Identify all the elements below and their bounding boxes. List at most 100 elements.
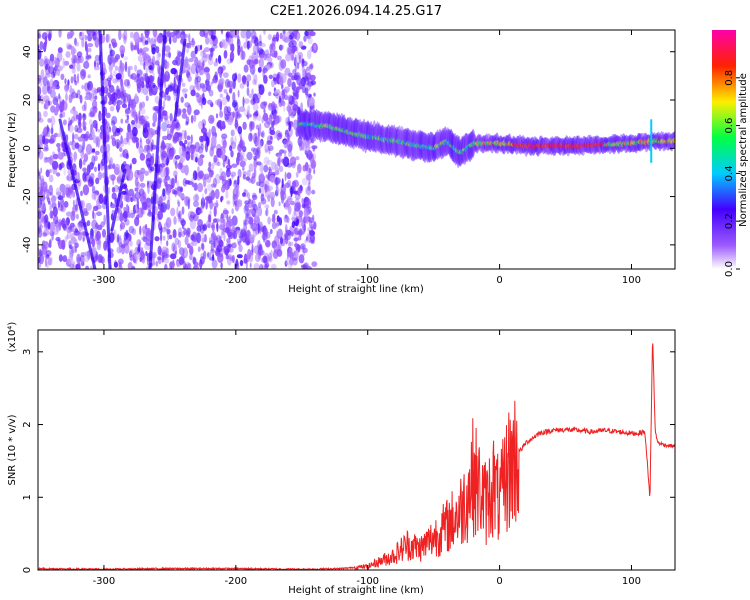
noise-speckle [251,192,257,198]
noise-speckle [295,156,300,161]
noise-speckle [305,187,308,195]
noise-speckle [196,232,202,244]
noise-speckle [223,50,228,59]
noise-speckle [68,124,74,133]
noise-speckle [44,101,49,110]
noise-speckle [171,147,176,156]
noise-speckle [104,94,108,104]
noise-speckle [226,106,231,114]
noise-speckle [246,74,252,82]
noise-speckle [263,74,268,84]
noise-speckle [107,186,111,195]
noise-speckle [110,120,116,127]
noise-speckle [203,176,207,188]
noise-speckle [259,162,264,173]
noise-speckle [236,199,243,208]
noise-speckle [282,30,286,35]
noise-speckle [185,116,190,125]
snr-y-label: SNR (10 * v/v) [7,414,18,485]
noise-speckle [190,89,196,97]
noise-speckle [123,206,127,212]
noise-speckle [237,126,243,135]
noise-speckle [46,80,50,91]
noise-speckle [306,174,313,181]
noise-speckle [162,251,167,256]
noise-speckle [277,132,282,138]
noise-speckle [80,68,87,77]
noise-speckle [160,113,163,123]
noise-speckle [106,151,111,159]
noise-speckle [307,36,313,45]
noise-speckle [247,248,252,259]
noise-speckle [138,101,143,112]
noise-speckle [77,117,81,126]
snr-x-ticks: -300 -200 -100 0 100 [93,330,641,587]
noise-speckle [194,193,199,202]
noise-speckle [258,202,262,209]
noise-speckle [74,228,79,234]
noise-speckle [243,109,249,116]
noise-speckle [238,113,242,118]
noise-speckle [148,133,152,141]
noise-speckle [74,142,80,150]
noise-speckle [197,246,201,252]
spectrogram-y-ticks: -40 -20 0 20 40 [22,45,675,253]
noise-speckle [83,100,87,112]
noise-speckle [127,123,131,133]
noise-speckle [302,247,308,254]
noise-speckle [211,259,218,269]
noise-speckle [106,77,112,82]
noise-speckle [286,216,290,224]
noise-speckle [74,124,79,133]
noise-speckle [86,30,92,36]
noise-speckle [171,33,178,43]
noise-speckle [248,110,251,119]
noise-speckle [162,235,166,241]
noise-speckle [45,250,52,257]
noise-speckle [80,148,85,160]
noise-speckle [264,210,268,216]
noise-speckle [221,96,228,106]
noise-speckle [120,80,124,90]
noise-speckle [197,156,204,167]
noise-speckle [205,201,208,210]
noise-speckle [264,184,270,193]
noise-speckle [82,167,87,172]
noise-speckle [85,55,92,60]
noise-speckle [246,80,250,88]
noise-speckle [176,180,180,188]
noise-speckle [215,99,220,106]
noise-speckle [248,93,253,99]
noise-speckle [237,110,241,120]
noise-speckle [78,94,82,99]
noise-speckle [236,254,243,259]
noise-speckle [215,234,222,244]
noise-speckle [219,69,223,79]
noise-speckle [260,172,264,184]
noise-speckle [264,183,268,193]
noise-speckle [295,249,299,259]
x-tick-label: -100 [356,275,379,286]
noise-speckle [52,151,56,157]
noise-speckle [225,254,230,260]
noise-speckle [137,47,140,55]
noise-speckle [119,212,124,223]
noise-speckle [113,261,119,268]
noise-speckle [191,145,195,155]
noise-speckle [65,51,71,58]
noise-speckle [279,32,283,40]
noise-speckle [274,78,277,85]
noise-speckle [232,241,237,249]
noise-speckle [200,135,204,147]
noise-speckle [166,228,171,235]
noise-speckle [188,58,194,63]
noise-speckle [189,245,194,256]
noise-speckle [210,183,217,188]
noise-speckle [299,141,305,151]
noise-speckle [139,225,142,236]
noise-speckle [146,144,151,154]
noise-speckle [106,143,111,153]
noise-speckle [246,169,251,178]
noise-speckle [264,149,268,154]
noise-speckle [173,216,177,225]
